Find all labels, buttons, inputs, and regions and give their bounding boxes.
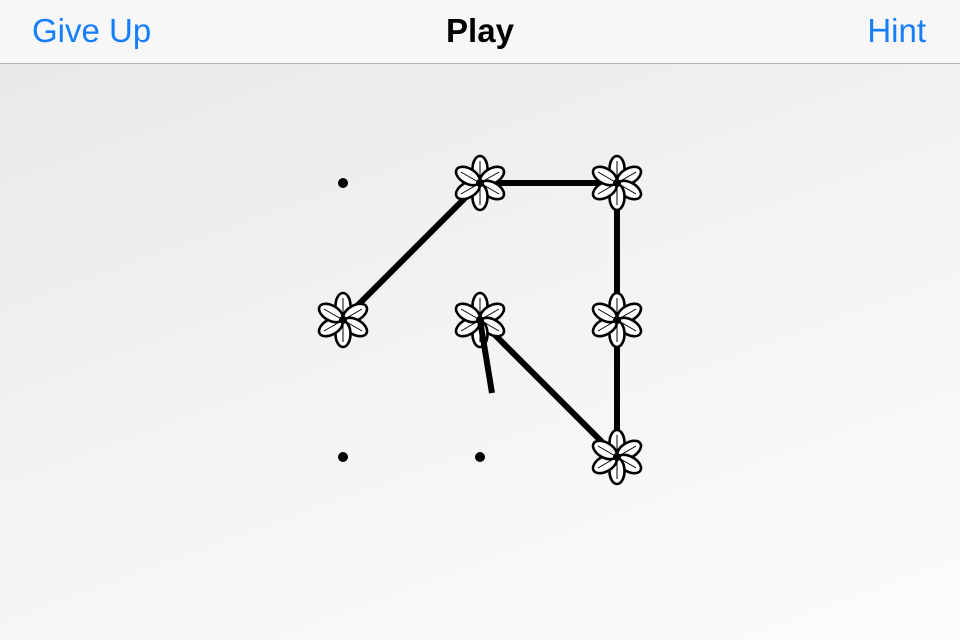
drag-tail: [477, 319, 495, 394]
navigation-bar: Give Up Play Hint: [0, 0, 960, 64]
path-segment: [340, 180, 483, 323]
dot-icon[interactable]: [338, 452, 348, 462]
dot-icon[interactable]: [475, 452, 485, 462]
dot-icon[interactable]: [338, 178, 348, 188]
drag-tail-segment: [477, 319, 495, 394]
hint-button[interactable]: Hint: [867, 12, 926, 49]
path-segment: [477, 317, 620, 460]
give-up-button[interactable]: Give Up: [32, 12, 152, 49]
flower-icon[interactable]: [588, 291, 646, 349]
grid-nodes: [314, 154, 646, 486]
